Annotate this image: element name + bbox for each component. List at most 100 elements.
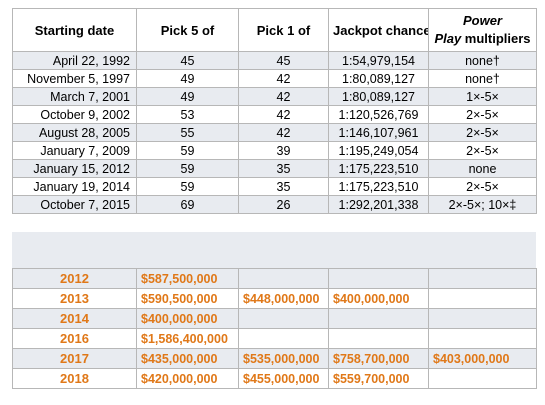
date-cell: October 7, 2015 (12, 195, 137, 214)
date-cell: October 9, 2002 (12, 105, 137, 124)
jackpot-row: 2014 $400,000,000 (12, 308, 537, 329)
jackpot-chance-cell: 1:146,107,961 (328, 123, 429, 142)
power-play-cell: none (428, 159, 537, 178)
header-power-line1: Power (462, 13, 502, 28)
pick5-cell: 69 (136, 195, 239, 214)
date-cell: March 7, 2001 (12, 87, 137, 106)
amount-cell (328, 328, 429, 349)
amount-cell: $403,000,000 (428, 348, 537, 369)
amount-cell (328, 308, 429, 329)
powerball-history-table: Starting date Pick 5 of Pick 1 of Jackpo… (12, 8, 537, 214)
table-row: January 15, 2012 59 35 1:175,223,510 none (12, 159, 537, 178)
pick1-cell: 42 (238, 105, 329, 124)
power-play-cell: none† (428, 69, 537, 88)
header-pick5: Pick 5 of (136, 8, 239, 52)
pick1-cell: 45 (238, 51, 329, 70)
table-row: April 22, 1992 45 45 1:54,979,154 none† (12, 51, 537, 70)
jackpot-chance-cell: 1:80,089,127 (328, 69, 429, 88)
amount-cell (328, 268, 429, 289)
table-row: January 19, 2014 59 35 1:175,223,510 2×-5× (12, 177, 537, 196)
pick1-cell: 35 (238, 177, 329, 196)
amount-cell: $559,700,000 (328, 368, 429, 389)
pick5-cell: 45 (136, 51, 239, 70)
amount-cell (428, 308, 537, 329)
date-cell: November 5, 1997 (12, 69, 137, 88)
power-play-cell: 2×-5× (428, 141, 537, 160)
jackpot-row: 2016 $1,586,400,000 (12, 328, 537, 349)
table-row: October 9, 2002 53 42 1:120,526,769 2×-5× (12, 105, 537, 124)
amount-cell (428, 368, 537, 389)
header-power-play: Power Play multipliers (428, 8, 537, 52)
year-cell: 2014 (12, 308, 137, 329)
jackpot-chance-cell: 1:175,223,510 (328, 159, 429, 178)
pick1-cell: 26 (238, 195, 329, 214)
power-play-cell: none† (428, 51, 537, 70)
pick1-cell: 42 (238, 87, 329, 106)
amount-cell: $758,700,000 (328, 348, 429, 369)
pick1-cell: 42 (238, 69, 329, 88)
amount-cell (238, 328, 329, 349)
amount-cell: $435,000,000 (136, 348, 239, 369)
amount-cell: $1,586,400,000 (136, 328, 239, 349)
power-play-cell: 2×-5×; 10×‡ (428, 195, 537, 214)
year-cell: 2017 (12, 348, 137, 369)
amount-cell (428, 288, 537, 309)
amount-cell: $448,000,000 (238, 288, 329, 309)
jackpot-records-table: 2012 $587,500,000 2013 $590,500,000 $448,000… (12, 268, 537, 389)
jackpot-chance-cell: 1:292,201,338 (328, 195, 429, 214)
amount-cell: $420,000,000 (136, 368, 239, 389)
pick1-cell: 39 (238, 141, 329, 160)
power-play-cell: 1×-5× (428, 87, 537, 106)
amount-cell (428, 328, 537, 349)
pick5-cell: 49 (136, 69, 239, 88)
date-cell: January 15, 2012 (12, 159, 137, 178)
year-cell: 2013 (12, 288, 137, 309)
year-cell: 2018 (12, 368, 137, 389)
amount-cell: $400,000,000 (136, 308, 239, 329)
pick5-cell: 49 (136, 87, 239, 106)
pick5-cell: 53 (136, 105, 239, 124)
table-row: October 7, 2015 69 26 1:292,201,338 2×-5×; 1… (12, 195, 537, 214)
jackpot-row: 2012 $587,500,000 (12, 268, 537, 289)
amount-cell: $535,000,000 (238, 348, 329, 369)
header-starting-date: Starting date (12, 8, 137, 52)
pick1-cell: 42 (238, 123, 329, 142)
jackpot-chance-cell: 1:195,249,054 (328, 141, 429, 160)
jackpot-chance-cell: 1:54,979,154 (328, 51, 429, 70)
table-row: March 7, 2001 49 42 1:80,089,127 1×-5× (12, 87, 537, 106)
pick1-cell: 35 (238, 159, 329, 178)
table-row: January 7, 2009 59 39 1:195,249,054 2×-5× (12, 141, 537, 160)
pick5-cell: 59 (136, 141, 239, 160)
pick5-cell: 59 (136, 159, 239, 178)
amount-cell: $400,000,000 (328, 288, 429, 309)
jackpot-row: 2017 $435,000,000 $535,000,000 $758,700,000… (12, 348, 537, 369)
table-gap (12, 232, 536, 268)
header-power-multipliers: multipliers (461, 31, 531, 46)
date-cell: January 19, 2014 (12, 177, 137, 196)
power-play-cell: 2×-5× (428, 123, 537, 142)
jackpot-row: 2018 $420,000,000 $455,000,000 $559,700,000 (12, 368, 537, 389)
header-row: Starting date Pick 5 of Pick 1 of Jackpo… (12, 8, 537, 52)
amount-cell: $590,500,000 (136, 288, 239, 309)
year-cell: 2012 (12, 268, 137, 289)
date-cell: January 7, 2009 (12, 141, 137, 160)
pick5-cell: 55 (136, 123, 239, 142)
pick5-cell: 59 (136, 177, 239, 196)
amount-cell: $587,500,000 (136, 268, 239, 289)
date-cell: August 28, 2005 (12, 123, 137, 142)
table-row: November 5, 1997 49 42 1:80,089,127 none† (12, 69, 537, 88)
jackpot-chance-cell: 1:175,223,510 (328, 177, 429, 196)
jackpot-chance-cell: 1:120,526,769 (328, 105, 429, 124)
date-cell: April 22, 1992 (12, 51, 137, 70)
year-cell: 2016 (12, 328, 137, 349)
header-power-play-word: Play (434, 31, 462, 46)
header-pick1: Pick 1 of (238, 8, 329, 52)
amount-cell: $455,000,000 (238, 368, 329, 389)
power-play-cell: 2×-5× (428, 177, 537, 196)
amount-cell (428, 268, 537, 289)
power-play-cell: 2×-5× (428, 105, 537, 124)
header-jackpot-chance: Jackpot chance (328, 8, 429, 52)
jackpot-chance-cell: 1:80,089,127 (328, 87, 429, 106)
table-row: August 28, 2005 55 42 1:146,107,961 2×-5× (12, 123, 537, 142)
amount-cell (238, 308, 329, 329)
